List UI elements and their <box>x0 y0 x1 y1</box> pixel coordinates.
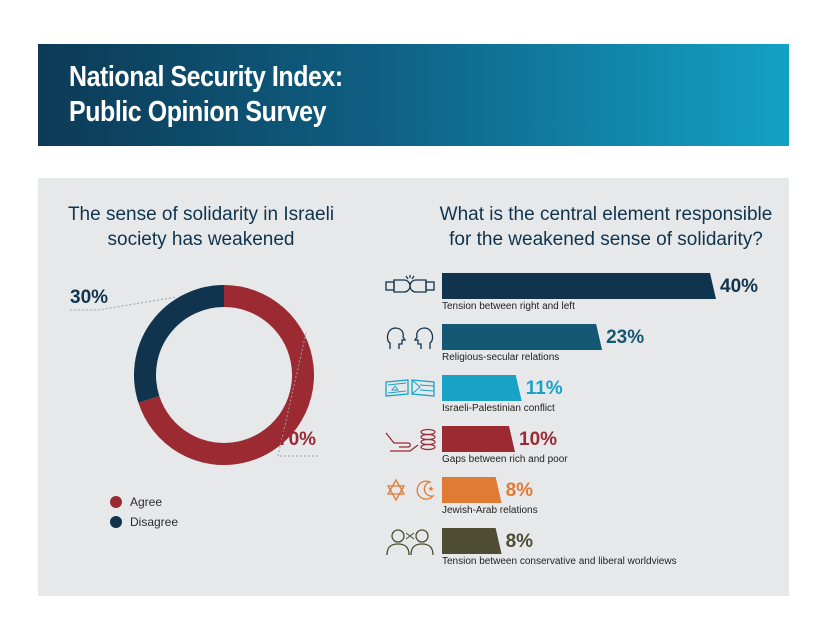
legend-swatch <box>110 496 122 508</box>
faces-profile-icon <box>386 327 434 349</box>
bar-5 <box>442 477 502 503</box>
bar-value-label: 10% <box>519 429 558 450</box>
agree-leader-line <box>277 333 320 457</box>
bar-category-label: Religious-secular relations <box>442 352 560 363</box>
donut-title-line-2: society has weakened <box>107 229 295 250</box>
bar-2 <box>442 324 603 350</box>
legend-item-disagree: Disagree <box>110 512 178 532</box>
donut-slice-agree <box>138 285 314 465</box>
legend-label: Agree <box>130 495 163 509</box>
flags-icon <box>385 379 435 397</box>
agree-percent-label: 70% <box>278 429 317 450</box>
header-banner: National Security Index: Public Opinion … <box>38 44 789 146</box>
bar-chart <box>385 273 716 556</box>
bar-value-label: 8% <box>505 531 534 552</box>
legend-label: Disagree <box>130 515 179 529</box>
bar-category-label: Tension between right and left <box>442 301 575 312</box>
bar-title-line-1: What is the central element responsible <box>439 204 773 225</box>
survey-panel: The sense of solidarity in Israeli socie… <box>38 178 789 596</box>
bar-title-line-2: for the weakened sense of solidarity? <box>449 229 763 250</box>
page-title-line-2: Public Opinion Survey <box>69 96 327 128</box>
bar-value-label: 8% <box>505 480 534 501</box>
page-title-line-1: National Security Index: <box>69 61 343 93</box>
donut-chart-title: The sense of solidarity in Israeli socie… <box>66 202 336 252</box>
legend-item-agree: Agree <box>110 492 178 512</box>
bar-4 <box>442 426 515 452</box>
disagree-leader-line <box>70 296 175 311</box>
donut-legend: Agree Disagree <box>110 492 178 532</box>
bar-category-label: Tension between conservative and liberal… <box>442 556 677 567</box>
bar-category-label: Gaps between rich and poor <box>442 454 568 465</box>
donut-slice-disagree <box>134 285 225 403</box>
bar-6 <box>442 528 502 554</box>
disagree-percent-label: 30% <box>70 287 109 308</box>
bar-value-label: 23% <box>606 327 645 348</box>
bar-category-label: Israeli-Palestinian conflict <box>442 403 555 414</box>
bar-1 <box>442 273 716 299</box>
bar-value-label: 40% <box>720 276 759 297</box>
donut-title-line-1: The sense of solidarity in Israeli <box>67 204 335 225</box>
bar-chart-title: What is the central element responsible … <box>436 202 776 252</box>
bar-3 <box>442 375 522 401</box>
bar-category-label: Jewish-Arab relations <box>442 505 538 516</box>
star-crescent-icon <box>386 478 435 502</box>
bar-value-label: 11% <box>525 378 563 399</box>
hand-coins-icon <box>385 428 436 452</box>
boxing-gloves-icon <box>385 275 435 293</box>
donut-chart <box>70 285 320 465</box>
legend-swatch <box>110 516 122 528</box>
two-people-icon <box>386 529 434 556</box>
